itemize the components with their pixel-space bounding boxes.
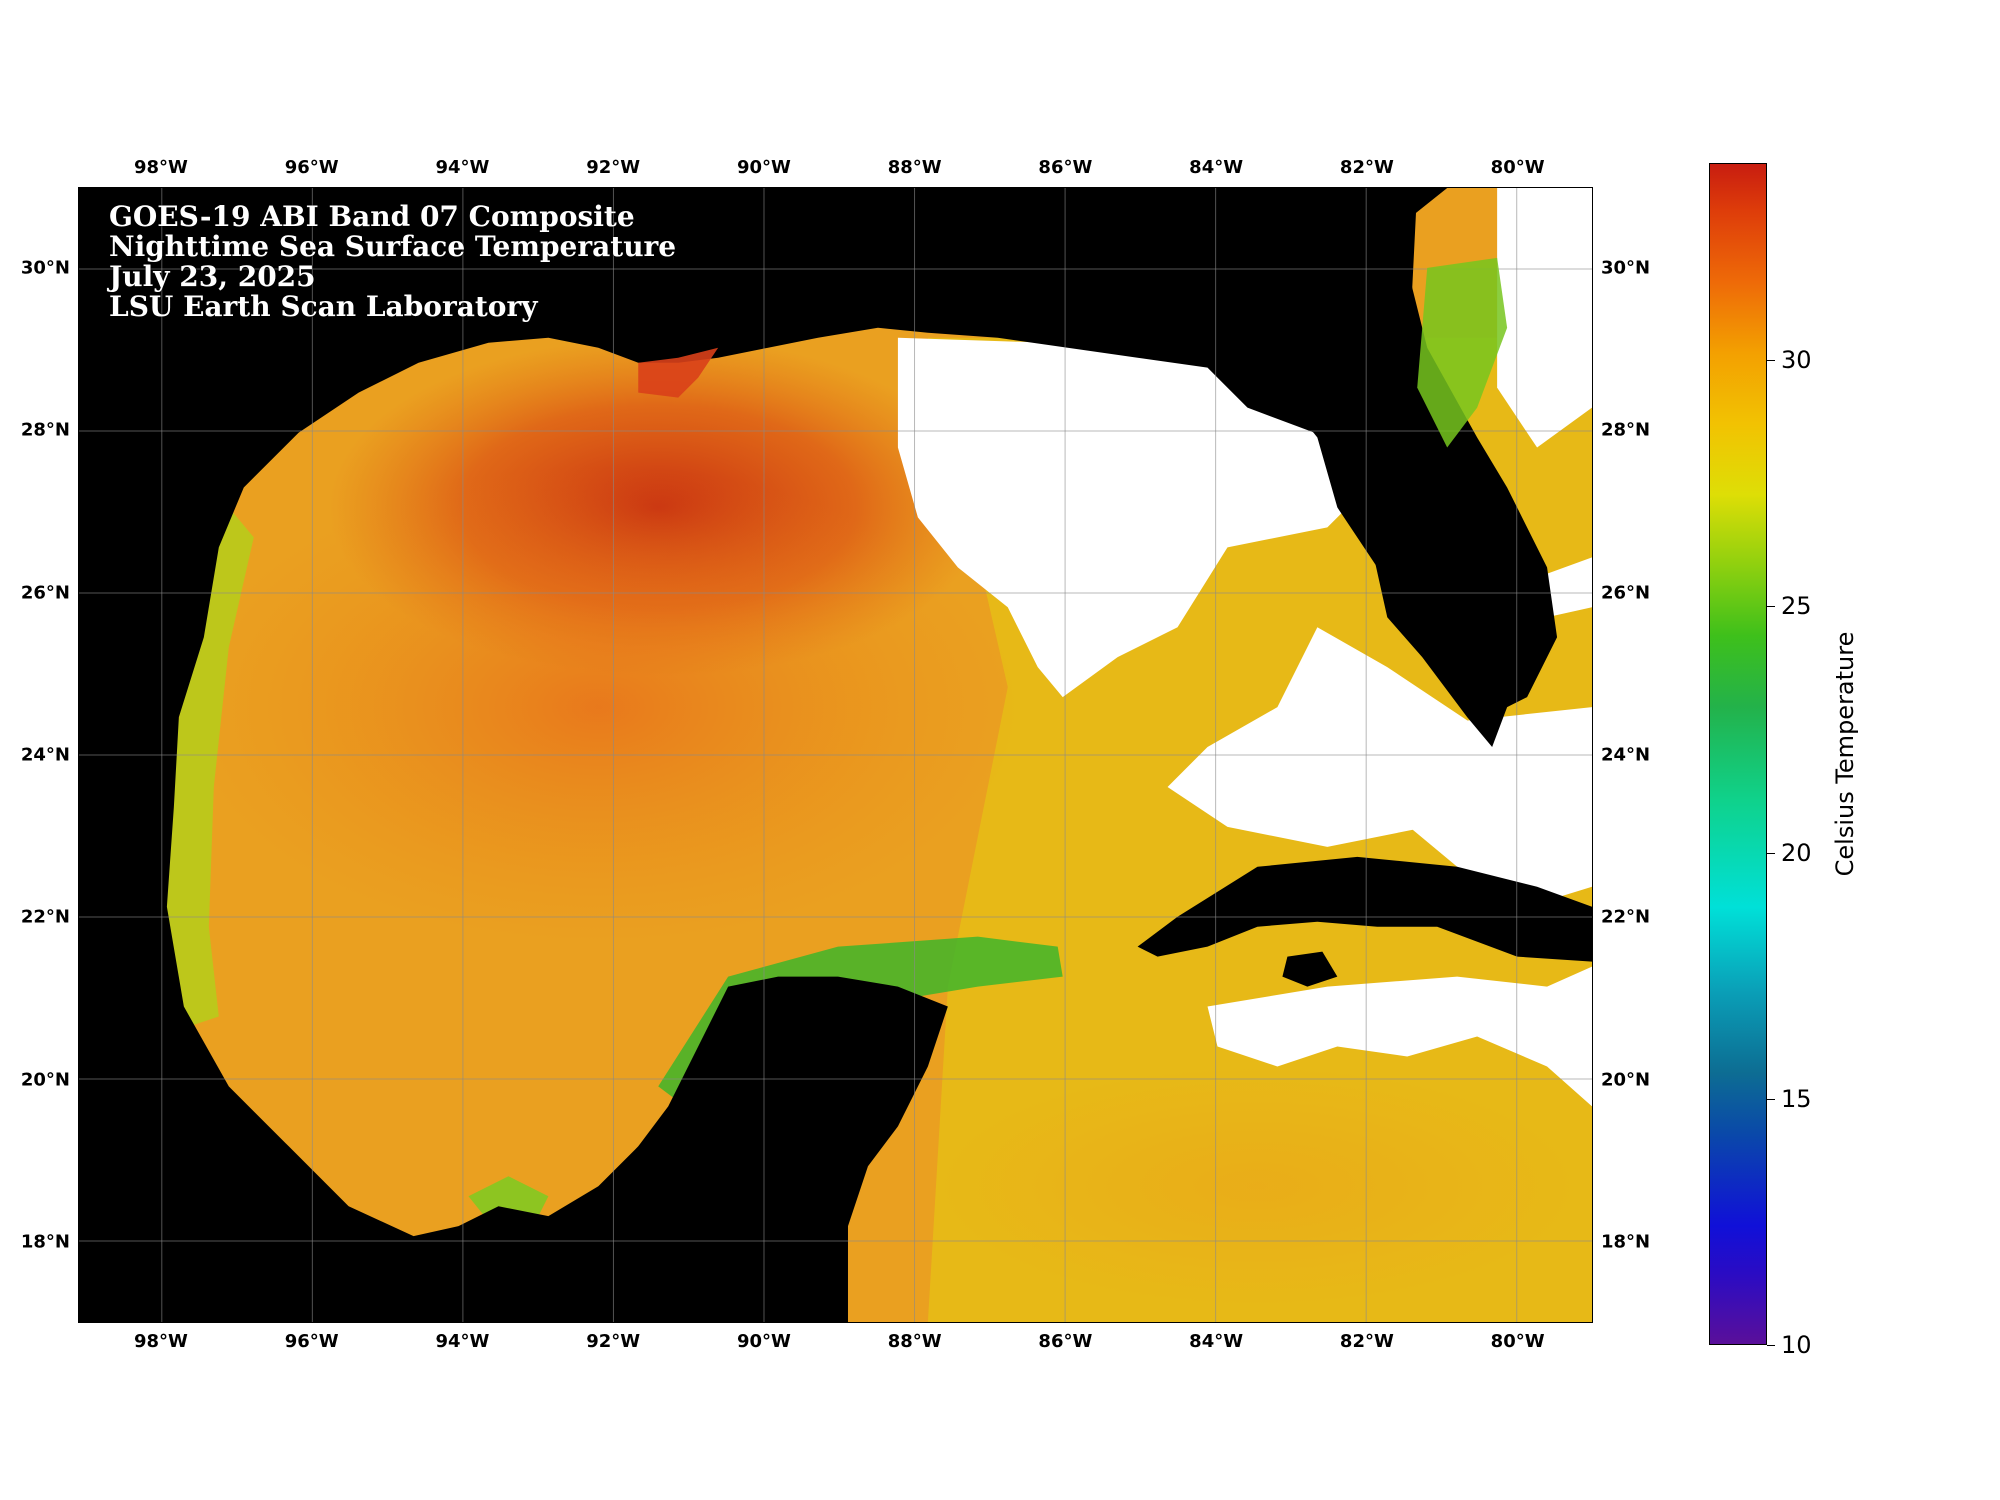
title-line-2: Nighttime Sea Surface Temperature	[109, 230, 677, 263]
warm-coastal-fringe	[638, 347, 719, 398]
lon-tick-bottom: 80°W	[1490, 1331, 1545, 1352]
land-cuba	[1137, 856, 1592, 962]
lat-tick-left: 22°N	[20, 906, 70, 928]
cloud-patch-bahamas	[1397, 707, 1592, 907]
lat-tick-left: 28°N	[20, 419, 70, 441]
land-north-america	[79, 188, 1592, 1322]
florida-inland-patch	[1417, 257, 1508, 448]
lon-tick-bottom: 88°W	[887, 1331, 942, 1352]
cloud-mass-se	[1497, 188, 1592, 448]
lon-tick-top: 82°W	[1339, 157, 1394, 178]
colorbar-tick-label: 30	[1767, 346, 1812, 374]
lon-tick-top: 92°W	[586, 157, 641, 178]
lat-tick-left: 20°N	[20, 1069, 70, 1091]
lon-tick-bottom: 82°W	[1339, 1331, 1394, 1352]
lat-tick-right: 22°N	[1601, 906, 1651, 928]
lat-tick-left: 18°N	[20, 1231, 70, 1253]
land-florida	[1207, 188, 1592, 713]
map-canvas	[79, 188, 1592, 1322]
map-title-block: GOES-19 ABI Band 07 Composite Nighttime …	[109, 202, 676, 322]
lon-tick-top: 88°W	[887, 157, 942, 178]
colorbar	[1709, 163, 1767, 1345]
colorbar-tick-label: 20	[1767, 839, 1812, 867]
warm-core-central	[178, 467, 1018, 947]
colorbar-label: Celsius Temperature	[1831, 631, 1859, 877]
colorbar-tick-label: 15	[1767, 1085, 1812, 1113]
lat-tick-left: 24°N	[20, 744, 70, 766]
gridlines	[79, 188, 1592, 1322]
lon-tick-top: 86°W	[1038, 157, 1093, 178]
lat-tick-left: 26°N	[20, 582, 70, 604]
lon-tick-top: 84°W	[1189, 157, 1244, 178]
title-line-3: July 23, 2025	[109, 260, 316, 293]
land-isla-juventud	[1282, 951, 1338, 987]
lon-tick-bottom: 92°W	[586, 1331, 641, 1352]
warm-caribbean	[937, 1066, 1578, 1307]
lat-tick-right: 20°N	[1601, 1069, 1651, 1091]
cool-campeche	[468, 1176, 549, 1222]
lon-tick-bottom: 84°W	[1189, 1331, 1244, 1352]
lat-tick-right: 28°N	[1601, 419, 1651, 441]
title-line-1: GOES-19 ABI Band 07 Composite	[109, 200, 635, 233]
cloud-mass-ne	[897, 337, 1368, 698]
lat-tick-right: 26°N	[1601, 582, 1651, 604]
lat-tick-left: 30°N	[20, 257, 70, 279]
colorbar-tick-label: 10	[1767, 1331, 1812, 1359]
lon-tick-top: 98°W	[133, 157, 188, 178]
lon-tick-top: 94°W	[435, 157, 490, 178]
lon-tick-bottom: 94°W	[435, 1331, 490, 1352]
lon-tick-top: 90°W	[736, 157, 791, 178]
lon-tick-top: 96°W	[284, 157, 339, 178]
cloud-mass-cuba-south	[1207, 966, 1592, 1107]
title-line-4: LSU Earth Scan Laboratory	[109, 290, 538, 323]
lon-tick-bottom: 96°W	[284, 1331, 339, 1352]
lon-tick-bottom: 98°W	[133, 1331, 188, 1352]
lat-tick-right: 24°N	[1601, 744, 1651, 766]
lon-tick-bottom: 90°W	[736, 1331, 791, 1352]
lon-tick-bottom: 86°W	[1038, 1331, 1093, 1352]
lat-tick-right: 30°N	[1601, 257, 1651, 279]
colorbar-tick-label: 25	[1767, 592, 1812, 620]
cool-west-coast	[163, 507, 254, 1027]
lat-tick-right: 18°N	[1601, 1231, 1651, 1253]
sst-map[interactable]: GOES-19 ABI Band 07 Composite Nighttime …	[78, 187, 1593, 1323]
lon-tick-top: 80°W	[1490, 157, 1545, 178]
